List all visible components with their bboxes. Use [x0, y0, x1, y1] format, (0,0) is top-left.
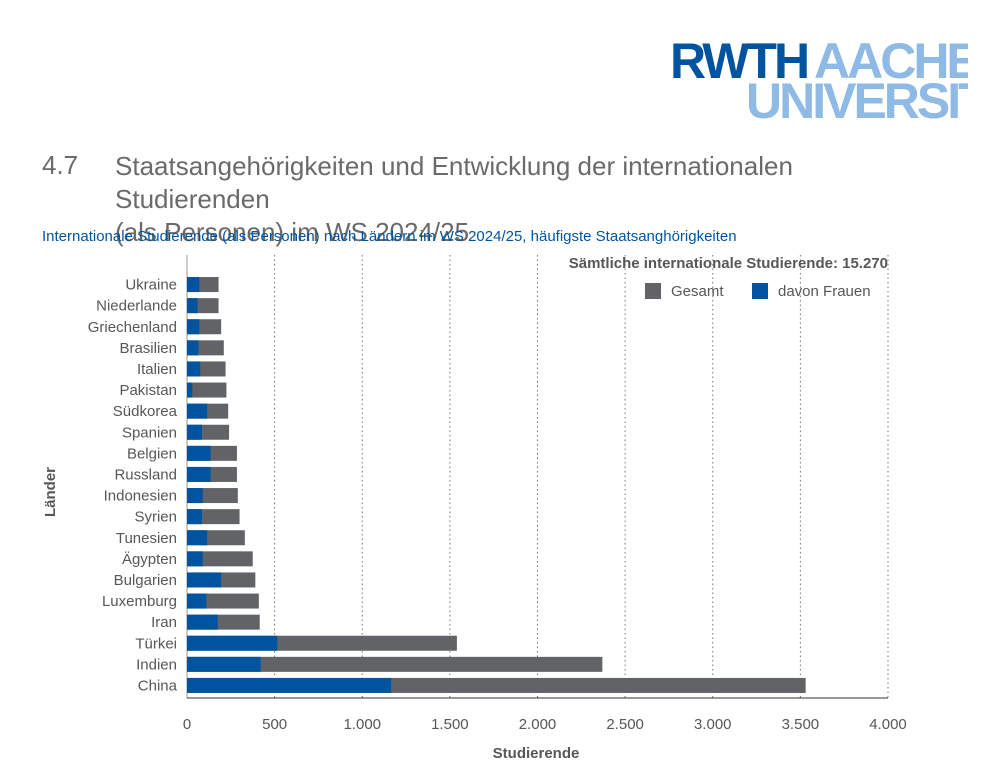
- y-tick-label: Syrien: [134, 509, 177, 526]
- bar-frauen-5: [187, 382, 193, 398]
- bar-gesamt-5: [187, 382, 227, 398]
- bar-chart: Ukraine Niederlande Griechenland Brasilien I…: [42, 255, 907, 762]
- y-tick-labels: Ukraine Niederlande Griechenland Brasilien I…: [88, 277, 178, 695]
- section-title: Staatsangehörigkeiten und Entwicklung de…: [115, 150, 915, 249]
- x-tick-label: 3.500: [782, 716, 820, 733]
- legend-swatch-gesamt: [645, 283, 661, 299]
- x-tick-label: 2.000: [519, 716, 557, 733]
- y-tick-label: Belgien: [127, 445, 177, 462]
- section-number: 4.7: [42, 150, 79, 180]
- bar-frauen-16: [187, 614, 218, 630]
- x-tick-label: 3.000: [694, 716, 732, 733]
- logo-aachen: AACHEN: [814, 33, 968, 89]
- logo-rwth: RWTH: [670, 33, 807, 89]
- bar-frauen-14: [187, 572, 222, 588]
- y-tick-label: Bulgarien: [114, 572, 177, 589]
- y-tick-label: Brasilien: [119, 340, 177, 357]
- bar-frauen-11: [187, 509, 202, 525]
- bar-frauen-6: [187, 403, 208, 419]
- legend: Gesamt davon Frauen: [645, 283, 871, 300]
- y-axis-title: Länder: [42, 467, 59, 517]
- y-tick-label: Ägypten: [122, 551, 177, 568]
- section-title-line1: Staatsangehörigkeiten und Entwicklung de…: [115, 151, 793, 214]
- y-tick-label: Indien: [136, 656, 177, 673]
- y-tick-label: Griechenland: [88, 319, 177, 336]
- bar-frauen-12: [187, 530, 208, 546]
- y-tick-label: China: [138, 677, 178, 694]
- y-tick-label: Russland: [114, 466, 177, 483]
- x-tick-label: 0: [183, 716, 191, 733]
- bar-frauen-2: [187, 319, 200, 335]
- grid-lines: [186, 255, 889, 698]
- y-tick-label: Italien: [137, 361, 177, 378]
- bar-frauen-10: [187, 488, 203, 504]
- x-tick-labels: 0 500 1.000 1.500 2.000 2.500 3.000 3.500 4.000: [183, 716, 907, 733]
- bar-frauen-7: [187, 424, 202, 440]
- rwth-logo: RWTH AACHEN UNIVERSITY: [668, 30, 993, 129]
- y-tick-label: Türkei: [135, 635, 177, 652]
- bar-frauen-3: [187, 340, 199, 356]
- y-tick-label: Spanien: [122, 424, 177, 441]
- bar-frauen-9: [187, 466, 211, 482]
- x-tick-label: 1.000: [343, 716, 381, 733]
- bar-frauen-1: [187, 298, 198, 314]
- x-axis-title: Studierende: [493, 745, 580, 762]
- y-tick-label: Indonesien: [104, 488, 177, 505]
- section-title-line2: (als Personen) im WS 2024/25: [115, 217, 470, 247]
- chart-subtitle: Internationale Studierende (als Personen…: [42, 228, 737, 245]
- bar-gesamt-18: [187, 656, 603, 672]
- y-tick-label: Iran: [151, 614, 177, 631]
- y-tick-label: Luxemburg: [102, 593, 177, 610]
- legend-label-gesamt: Gesamt: [671, 283, 724, 300]
- y-tick-label: Niederlande: [96, 298, 177, 315]
- bar-frauen-18: [187, 656, 261, 672]
- bar-frauen-4: [187, 361, 201, 377]
- x-tick-label: 4.000: [869, 716, 907, 733]
- x-tick-label: 1.500: [431, 716, 469, 733]
- bars: [187, 277, 806, 693]
- x-tick-label: 500: [262, 716, 287, 733]
- y-tick-label: Südkorea: [113, 403, 178, 420]
- bar-frauen-17: [187, 635, 278, 651]
- y-tick-label: Ukraine: [125, 277, 177, 294]
- bar-frauen-13: [187, 551, 203, 567]
- y-tick-label: Pakistan: [119, 382, 177, 399]
- y-tick-label: Tunesien: [116, 530, 177, 547]
- legend-label-frauen: davon Frauen: [778, 283, 871, 300]
- bar-frauen-15: [187, 593, 207, 609]
- total-annotation: Sämtliche internationale Studierende: 15…: [569, 255, 888, 272]
- legend-swatch-frauen: [752, 283, 768, 299]
- x-tick-label: 2.500: [606, 716, 644, 733]
- bar-frauen-19: [187, 677, 392, 693]
- bar-gesamt-13: [187, 551, 253, 567]
- logo-university: UNIVERSITY: [746, 73, 968, 120]
- bar-frauen-0: [187, 277, 200, 293]
- bar-frauen-8: [187, 445, 211, 461]
